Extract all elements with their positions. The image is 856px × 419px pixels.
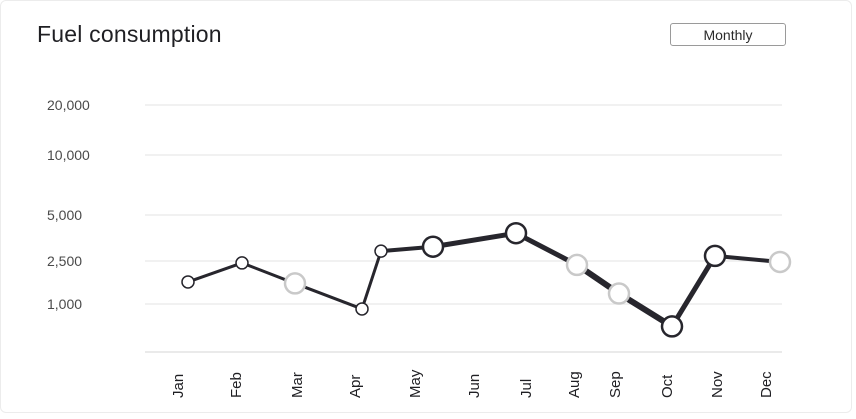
y-tick-label: 10,000 — [47, 147, 90, 163]
y-tick-label: 20,000 — [47, 97, 90, 113]
series-segment — [669, 253, 718, 329]
data-point[interactable] — [768, 250, 792, 274]
data-point[interactable] — [703, 244, 727, 268]
data-point[interactable] — [355, 302, 369, 316]
x-tick-label: Oct — [659, 374, 676, 398]
x-tick-label: Apr — [347, 375, 364, 398]
x-tick-label: May — [407, 369, 424, 398]
series-segment — [430, 230, 519, 250]
data-point[interactable] — [504, 221, 528, 245]
series-lines — [186, 230, 782, 330]
series-segment — [360, 249, 383, 311]
period-select-button[interactable]: Monthly — [670, 23, 786, 46]
x-axis-ticks: Jan Feb Mar Apr May Jun Jul Aug Sep Oct Nov Dec — [170, 369, 775, 398]
series-segment — [513, 230, 580, 268]
x-tick-label: Aug — [566, 371, 583, 398]
y-tick-label: 1,000 — [47, 296, 82, 312]
x-tick-label: Dec — [758, 371, 775, 398]
data-point[interactable] — [565, 253, 589, 277]
series-points — [181, 221, 792, 338]
y-axis-ticks: 1,000 2,500 5,000 10,000 20,000 — [47, 97, 90, 312]
x-tick-label: Jul — [518, 379, 535, 398]
x-tick-label: Sep — [607, 371, 624, 398]
series-segment — [186, 261, 244, 284]
data-point[interactable] — [283, 272, 307, 295]
x-tick-label: Jan — [170, 374, 187, 398]
data-point[interactable] — [235, 256, 249, 270]
grid-lines — [145, 104, 782, 353]
x-tick-label: Feb — [228, 372, 245, 398]
chart-title: Fuel consumption — [37, 21, 222, 47]
data-point[interactable] — [607, 282, 631, 305]
y-tick-label: 5,000 — [47, 207, 82, 223]
data-point[interactable] — [421, 235, 445, 258]
series-segment — [293, 281, 364, 311]
data-point[interactable] — [660, 315, 684, 338]
x-tick-label: Mar — [289, 372, 306, 398]
x-tick-label: Nov — [709, 371, 726, 398]
y-tick-label: 2,500 — [47, 253, 82, 269]
data-point[interactable] — [181, 275, 195, 289]
x-tick-label: Jun — [466, 374, 483, 398]
data-point[interactable] — [374, 244, 388, 258]
